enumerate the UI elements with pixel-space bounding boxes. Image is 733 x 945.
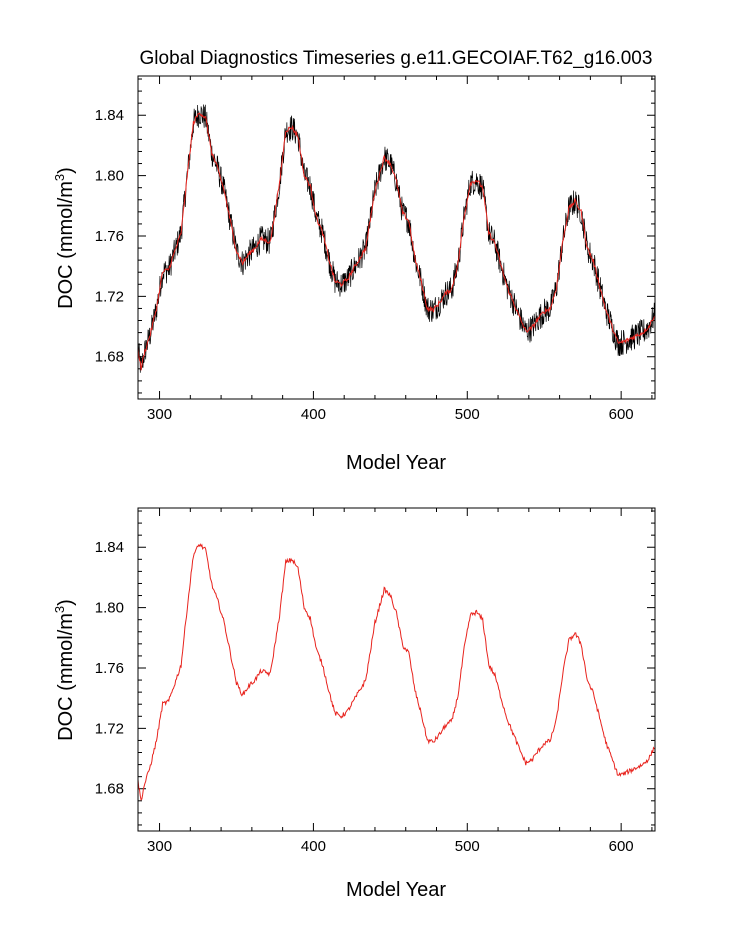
tick-marks <box>138 508 655 831</box>
y-axis-title: DOC (mmol/m3) <box>52 167 77 309</box>
y-tick-label: 1.80 <box>95 168 124 185</box>
plot-frame <box>137 507 656 832</box>
y-axis-title-main: DOC (mmol/m <box>55 181 77 309</box>
x-tick-label: 400 <box>301 406 326 423</box>
series-layer <box>138 543 655 801</box>
y-tick-label: 1.76 <box>95 660 124 677</box>
y-tick-label: 1.84 <box>95 107 124 124</box>
y-tick-label: 1.72 <box>95 720 124 737</box>
y-axis-title-superscript: 3 <box>52 174 67 181</box>
x-tick-label: 600 <box>609 406 634 423</box>
y-tick-label: 1.76 <box>95 228 124 245</box>
y-tick-label: 1.68 <box>95 781 124 798</box>
y-axis-title-close: ) <box>55 599 77 606</box>
y-tick-label: 1.84 <box>95 539 124 556</box>
x-tick-label: 300 <box>147 406 172 423</box>
series-monthly-line <box>138 104 655 373</box>
x-tick-label: 400 <box>301 838 326 855</box>
tick-labels: 300 400 500 600 1.68 1.72 1.76 1.80 1.84 <box>95 539 634 855</box>
x-tick-label: 500 <box>455 838 480 855</box>
tick-labels: 300 400 500 600 1.68 1.72 1.76 1.80 1.84 <box>95 107 634 423</box>
series-layer <box>138 104 655 373</box>
y-axis-title-close: ) <box>55 167 77 174</box>
y-tick-label: 1.72 <box>95 288 124 305</box>
series-annual-mean-line <box>138 543 655 801</box>
chart-panel-top: 300 400 500 600 1.68 1.72 1.76 1.80 1.84 Model Y… <box>52 75 656 474</box>
x-tick-label: 600 <box>609 838 634 855</box>
y-axis-title-main: DOC (mmol/m <box>55 613 77 741</box>
x-tick-label: 500 <box>455 406 480 423</box>
x-axis-title: Model Year <box>346 452 446 474</box>
chart-panel-bottom: 300 400 500 600 1.68 1.72 1.76 1.80 1.84 Model Y… <box>52 507 656 901</box>
figure-title: Global Diagnostics Timeseries g.e11.GECO… <box>140 48 653 69</box>
x-axis-title: Model Year <box>346 879 446 901</box>
x-tick-label: 300 <box>147 838 172 855</box>
y-tick-label: 1.80 <box>95 600 124 617</box>
y-axis-title-superscript: 3 <box>52 606 67 613</box>
plot-frame <box>137 75 656 400</box>
y-tick-label: 1.68 <box>95 349 124 366</box>
tick-marks <box>138 76 655 399</box>
series-annual-mean-line <box>138 112 655 371</box>
y-axis-title: DOC (mmol/m3) <box>52 599 77 741</box>
